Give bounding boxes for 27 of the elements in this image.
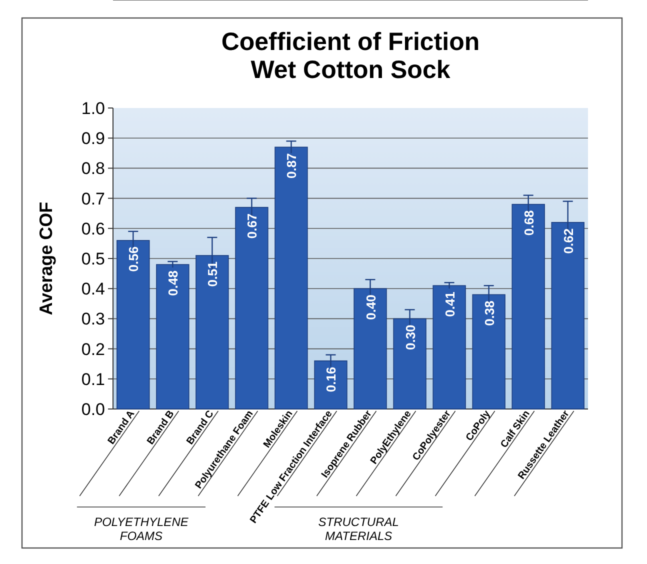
data-label: 0.87 [284, 153, 300, 178]
data-label: 0.48 [166, 270, 181, 296]
text: STRUCTURAL MATERIALS [318, 515, 399, 543]
y-tick-label: 1.0 [81, 99, 105, 118]
data-label: 0.68 [521, 210, 536, 236]
y-tick-label: 0.5 [81, 250, 105, 268]
y-tick-label: 0.8 [81, 159, 105, 178]
y-tick-label: 0.3 [81, 310, 105, 329]
data-label: 0.41 [442, 292, 458, 317]
data-label: 0.67 [244, 213, 260, 239]
data-label: 0.30 [402, 324, 418, 350]
y-tick-label: 0.9 [81, 129, 105, 148]
y-tick-label: 0.7 [81, 189, 105, 208]
text: POLYETHYLENE FOAMS [94, 515, 190, 543]
y-tick-label: 0.6 [81, 219, 105, 238]
data-label: 0.38 [482, 300, 497, 326]
y-axis-title: Average COF [36, 202, 56, 316]
data-label: 0.16 [324, 366, 339, 392]
data-label: 0.56 [126, 246, 142, 272]
data-label: 0.51 [205, 261, 220, 287]
y-tick-label: 0.1 [81, 370, 105, 389]
y-tick-label: 0.2 [81, 340, 105, 359]
data-label: 0.40 [363, 294, 378, 320]
chart-title: Coefficient of Friction Wet Cotton Sock [221, 28, 480, 84]
data-label: 0.62 [560, 228, 576, 254]
y-tick-label: 0.4 [81, 280, 105, 299]
y-tick-label: 0.0 [81, 400, 105, 419]
